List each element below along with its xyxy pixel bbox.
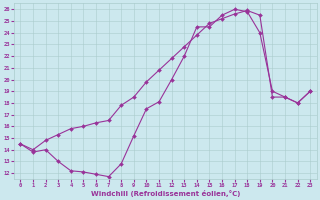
X-axis label: Windchill (Refroidissement éolien,°C): Windchill (Refroidissement éolien,°C) [91, 190, 240, 197]
